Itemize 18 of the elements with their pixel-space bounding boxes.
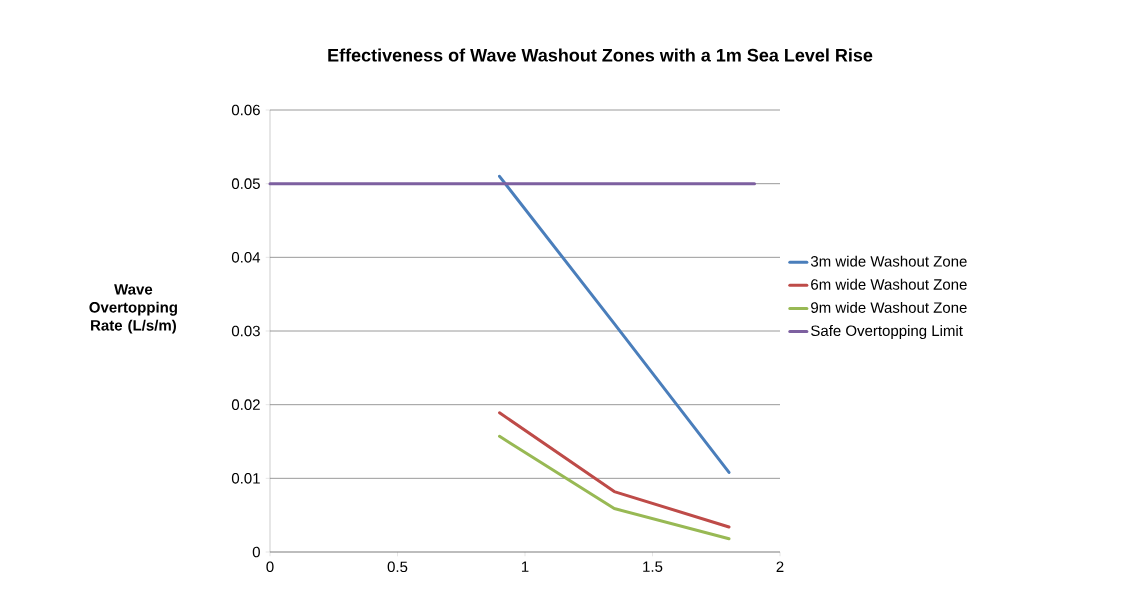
y-tick-label: 0.05	[231, 178, 260, 189]
y-tick-label: 0.02	[231, 399, 260, 410]
y-tick-label: 0.01	[231, 473, 260, 484]
legend-label: Safe Overtopping Limit	[811, 325, 963, 339]
legend-label: 9m wide Washout Zone	[811, 301, 967, 313]
y-axis-title: Wave Overtopping Rate (L/s/m)	[89, 284, 177, 334]
y-tick-label: 0	[252, 546, 260, 558]
x-tick-label: 2	[776, 561, 784, 572]
x-tick-label: 0.5	[387, 561, 408, 573]
chart-title: Effectiveness of Wave Washout Zones with a 1m Sea Level Rise	[328, 48, 873, 62]
y-tick-label: 0.03	[231, 325, 260, 337]
legend-label: 3m wide Washout Zone	[810, 255, 967, 267]
y-tick-label: 0.06	[231, 104, 260, 116]
legend-label: 6m wide Washout Zone	[811, 278, 967, 290]
x-tick-label: 1	[521, 561, 529, 572]
x-tick-label: 0	[266, 561, 274, 573]
y-tick-label: 0.04	[231, 252, 261, 263]
x-tick-label: 1.5	[643, 561, 663, 572]
